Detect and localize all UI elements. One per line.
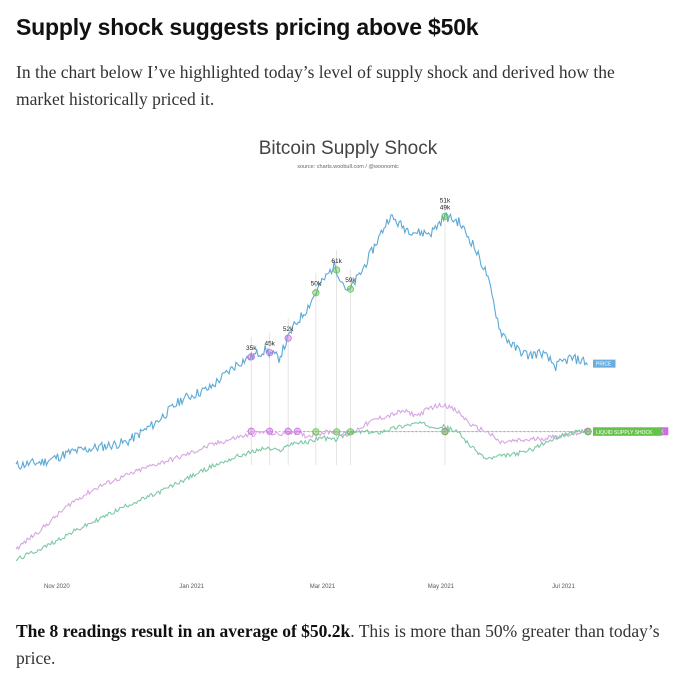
price-marker-label: 51k xyxy=(440,197,451,204)
price-marker-label: 35k xyxy=(246,345,257,352)
series-tag-label-price: PRICE xyxy=(596,362,612,368)
exchange-marker xyxy=(293,427,301,435)
exchange-marker xyxy=(284,427,292,435)
x-axis: Nov 2020 Jan 2021 Mar 2021 May 2021 Jul 2021 xyxy=(44,584,575,590)
price-marker xyxy=(346,285,355,293)
x-tick-label: Jul 2021 xyxy=(552,584,575,590)
x-tick-label: Mar 2021 xyxy=(310,584,336,590)
reference-lines xyxy=(246,430,592,433)
article-heading: Supply shock suggests pricing above $50k xyxy=(16,14,479,40)
x-tick-label: Jan 2021 xyxy=(179,584,204,590)
series-line-price xyxy=(15,212,588,470)
series-tags: PRICEEXCHANGE SUPPLY SHOCKLIQUID SUPPLY … xyxy=(593,359,669,436)
price-marker-label: 49k xyxy=(440,204,451,211)
conclusion-bold: The 8 readings result in an average of $… xyxy=(16,621,351,641)
series-tag-liquid xyxy=(593,427,662,436)
series-lines xyxy=(15,212,588,562)
conclusion-rest: . This is more than 50% greater than tod… xyxy=(16,621,660,668)
price-marker-label: 45k xyxy=(264,341,275,348)
series-line-exchange xyxy=(15,402,588,551)
series-tag-price xyxy=(593,359,616,368)
liquid-marker xyxy=(441,428,449,436)
price-marker xyxy=(266,349,274,357)
chart-title: Bitcoin Supply Shock xyxy=(259,138,438,159)
price-marker xyxy=(332,266,341,274)
highlight-guides xyxy=(250,196,446,465)
conclusion-paragraph: The 8 readings result in an average of $… xyxy=(16,618,661,672)
series-tag-label-liquid: LIQUID SUPPLY SHOCK xyxy=(596,430,653,436)
price-marker-label: 50k xyxy=(311,281,322,288)
price-marker xyxy=(441,212,449,220)
intro-paragraph: In the chart below I’ve highlighted toda… xyxy=(16,62,615,109)
exchange-marker xyxy=(266,427,274,435)
x-tick-label: Nov 2020 xyxy=(44,584,70,590)
price-marker-label: 61k xyxy=(331,258,342,265)
price-marker xyxy=(312,289,320,297)
price-marker-label: 59k xyxy=(345,277,356,284)
x-tick-label: May 2021 xyxy=(428,584,455,590)
liquid-marker xyxy=(312,428,320,436)
highlight-markers xyxy=(247,212,592,436)
liquid-marker xyxy=(584,428,592,436)
series-line-liquid xyxy=(15,420,588,562)
price-marker-label: 52k xyxy=(283,326,294,333)
price-marker xyxy=(284,334,292,342)
price-marker xyxy=(247,353,255,361)
liquid-marker xyxy=(346,428,355,436)
chart-subtitle: source: charts.woobull.com / @woonomic xyxy=(297,164,399,170)
liquid-marker xyxy=(332,428,341,436)
exchange-marker xyxy=(247,427,255,435)
bitcoin-supply-shock-chart: Bitcoin Supply Shock source: charts.woob… xyxy=(15,138,669,590)
